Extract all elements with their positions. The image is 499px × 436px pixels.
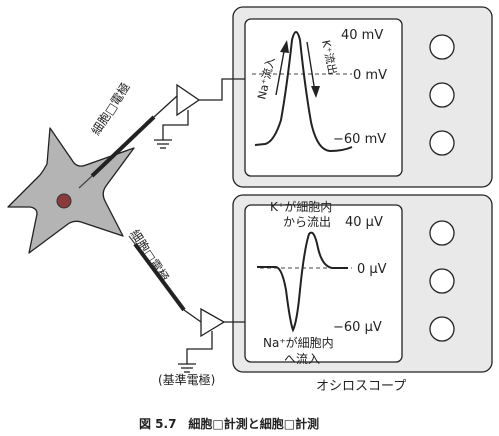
knob-icon[interactable] bbox=[429, 82, 455, 108]
na-influx-note-line2: へ流入 bbox=[284, 352, 320, 366]
extracellular-wire bbox=[183, 309, 202, 323]
amplifier-top-output-wire bbox=[199, 78, 245, 101]
amplifier-bottom-icon bbox=[200, 307, 226, 338]
k-efflux-arrowhead-icon bbox=[311, 86, 320, 98]
k-efflux-note-line1: K⁺が細胞内 bbox=[270, 199, 332, 214]
tick-label-top-0: 0 mV bbox=[353, 68, 387, 83]
action-potential-trace bbox=[254, 31, 353, 153]
intracellular-electrode-tip bbox=[78, 175, 93, 189]
oscilloscope-bottom-screen bbox=[244, 204, 403, 363]
tick-label-bottom-minus60: −60 μV bbox=[333, 320, 382, 335]
na-influx-arrow-icon bbox=[275, 45, 286, 96]
ground-wire-bottom bbox=[186, 331, 213, 364]
amplifier-top-icon bbox=[176, 83, 201, 117]
intracellular-electrode-shaft bbox=[90, 115, 156, 178]
nucleus bbox=[56, 193, 72, 209]
knob-icon[interactable] bbox=[429, 220, 455, 246]
oscilloscope-label: オシロスコープ bbox=[316, 379, 406, 394]
knob-icon[interactable] bbox=[429, 34, 455, 60]
oscilloscope-top-screen bbox=[244, 18, 403, 177]
extracellular-electrode-shaft bbox=[133, 242, 186, 312]
na-influx-arrowhead-icon bbox=[280, 40, 289, 53]
extracellular-potential-trace bbox=[257, 231, 348, 333]
k-efflux-arrow-icon bbox=[306, 41, 316, 93]
tick-label-bottom-0: 0 μV bbox=[357, 262, 387, 277]
na-influx-note-line1: Na⁺が細胞内 bbox=[263, 335, 334, 350]
knob-icon[interactable] bbox=[429, 316, 455, 342]
intracellular-wire bbox=[153, 95, 178, 118]
extracellular-electrode-label: 細胞□電極 bbox=[127, 226, 172, 284]
tick-label-top-40: 40 mV bbox=[341, 28, 383, 43]
tick-label-top-minus60: −60 mV bbox=[333, 132, 386, 147]
knob-icon[interactable] bbox=[429, 130, 455, 156]
extracellular-electrode-tip bbox=[128, 235, 136, 245]
tick-label-bottom-40: 40 μV bbox=[345, 215, 383, 230]
neuron-cell-body bbox=[7, 127, 135, 254]
intracellular-electrode-label: 細胞□電極 bbox=[88, 80, 133, 138]
knob-icon[interactable] bbox=[429, 268, 455, 294]
k-efflux-note-line2: から流出 bbox=[283, 215, 331, 229]
figure-caption: 図 5.7 細胞□計測と細胞□計測 bbox=[139, 416, 319, 431]
ground-wire-top bbox=[162, 110, 189, 140]
reference-electrode-label: (基準電極) bbox=[158, 372, 215, 387]
